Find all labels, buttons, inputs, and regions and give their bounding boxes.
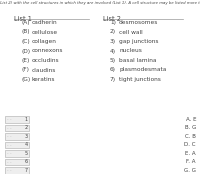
Text: G. G: G. G xyxy=(184,168,196,173)
Text: 1: 1 xyxy=(24,117,28,122)
Text: 2: 2 xyxy=(24,125,28,130)
Text: occludins: occludins xyxy=(32,58,60,63)
Text: (F): (F) xyxy=(22,68,30,73)
Text: - -: - - xyxy=(7,134,12,138)
FancyBboxPatch shape xyxy=(5,150,29,156)
FancyBboxPatch shape xyxy=(5,167,29,173)
Text: List 2: List 2 xyxy=(103,16,121,22)
Text: B. G: B. G xyxy=(185,125,196,130)
Text: 6: 6 xyxy=(24,159,28,164)
Text: (D): (D) xyxy=(22,49,31,53)
Text: - -: - - xyxy=(7,160,12,164)
Text: A. E: A. E xyxy=(186,117,196,122)
Text: 3): 3) xyxy=(110,39,116,44)
Text: - -: - - xyxy=(7,117,12,121)
FancyBboxPatch shape xyxy=(5,116,29,122)
Text: C. B: C. B xyxy=(185,134,196,139)
Text: basal lamina: basal lamina xyxy=(119,58,156,63)
Text: Match the molecules (List 2) with the cell structures in which they are involved: Match the molecules (List 2) with the ce… xyxy=(0,1,200,5)
Text: - -: - - xyxy=(7,126,12,130)
Text: 2): 2) xyxy=(110,30,116,34)
Text: (A): (A) xyxy=(22,20,31,25)
Text: desmosomes: desmosomes xyxy=(119,20,158,25)
Text: E. A: E. A xyxy=(185,151,196,156)
Text: - -: - - xyxy=(7,151,12,155)
Text: 7: 7 xyxy=(24,168,28,173)
Text: 4: 4 xyxy=(24,142,28,147)
Text: D. C: D. C xyxy=(184,142,196,147)
Text: nucleus: nucleus xyxy=(119,49,142,53)
Text: collagen: collagen xyxy=(32,39,57,44)
Text: plasmodesmata: plasmodesmata xyxy=(119,68,166,73)
Text: 3: 3 xyxy=(24,134,28,139)
Text: (E): (E) xyxy=(22,58,30,63)
FancyBboxPatch shape xyxy=(5,133,29,140)
Text: (G): (G) xyxy=(22,77,31,82)
Text: tight junctions: tight junctions xyxy=(119,77,161,82)
Text: F. A: F. A xyxy=(186,159,196,164)
Text: (B): (B) xyxy=(22,30,31,34)
Text: 7): 7) xyxy=(110,77,116,82)
FancyBboxPatch shape xyxy=(5,159,29,165)
Text: List 1: List 1 xyxy=(14,16,32,22)
Text: (C): (C) xyxy=(22,39,31,44)
FancyBboxPatch shape xyxy=(5,141,29,148)
FancyBboxPatch shape xyxy=(5,125,29,131)
Text: connexons: connexons xyxy=(32,49,64,53)
Text: cellulose: cellulose xyxy=(32,30,58,34)
Text: 5: 5 xyxy=(24,151,28,156)
Text: 4): 4) xyxy=(110,49,116,53)
Text: 1): 1) xyxy=(110,20,116,25)
Text: claudins: claudins xyxy=(32,68,56,73)
Text: keratins: keratins xyxy=(32,77,56,82)
Text: gap junctions: gap junctions xyxy=(119,39,158,44)
Text: - -: - - xyxy=(7,168,12,172)
Text: 5): 5) xyxy=(110,58,116,63)
Text: - -: - - xyxy=(7,143,12,147)
Text: cadherin: cadherin xyxy=(32,20,58,25)
Text: cell wall: cell wall xyxy=(119,30,143,34)
Text: 6): 6) xyxy=(110,68,116,73)
